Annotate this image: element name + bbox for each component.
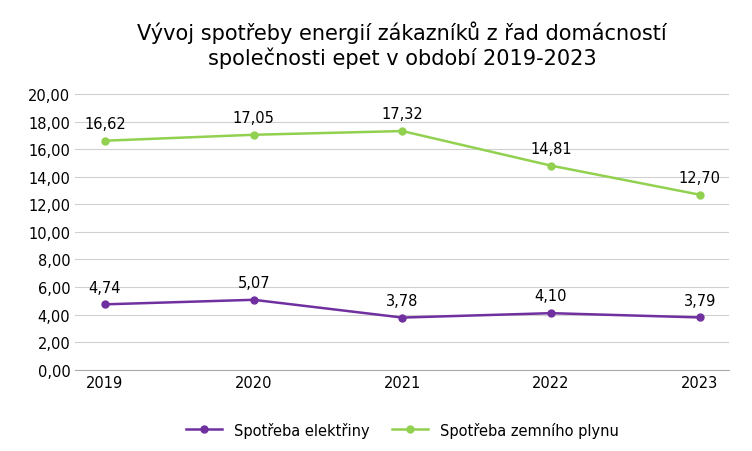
Text: 17,05: 17,05 xyxy=(232,111,274,126)
Text: 14,81: 14,81 xyxy=(530,142,572,156)
Title: Vývoj spotřeby energií zákazníků z řad domácností
společnosti epet v období 2019: Vývoj spotřeby energií zákazníků z řad d… xyxy=(138,21,667,69)
Spotřeba elektřiny xyxy=(249,297,258,303)
Text: 4,10: 4,10 xyxy=(535,289,567,304)
Spotřeba elektřiny xyxy=(101,302,110,308)
Spotřeba elektřiny xyxy=(695,315,704,320)
Legend: Spotřeba elektřiny, Spotřeba zemního plynu: Spotřeba elektřiny, Spotřeba zemního ply… xyxy=(180,416,624,443)
Text: 3,78: 3,78 xyxy=(386,293,419,308)
Line: Spotřeba zemního plynu: Spotřeba zemního plynu xyxy=(102,128,703,199)
Spotřeba zemního plynu xyxy=(101,138,110,144)
Text: 17,32: 17,32 xyxy=(381,107,423,122)
Spotřeba zemního plynu xyxy=(695,193,704,198)
Spotřeba zemního plynu xyxy=(547,164,556,169)
Text: 5,07: 5,07 xyxy=(238,276,270,290)
Text: 4,74: 4,74 xyxy=(89,280,121,295)
Spotřeba elektřiny xyxy=(398,315,407,321)
Text: 16,62: 16,62 xyxy=(84,117,126,132)
Spotřeba zemního plynu xyxy=(249,133,258,138)
Line: Spotřeba elektřiny: Spotřeba elektřiny xyxy=(102,297,703,321)
Spotřeba zemního plynu xyxy=(398,129,407,134)
Spotřeba elektřiny xyxy=(547,311,556,316)
Text: 12,70: 12,70 xyxy=(679,170,720,185)
Text: 3,79: 3,79 xyxy=(684,293,716,308)
